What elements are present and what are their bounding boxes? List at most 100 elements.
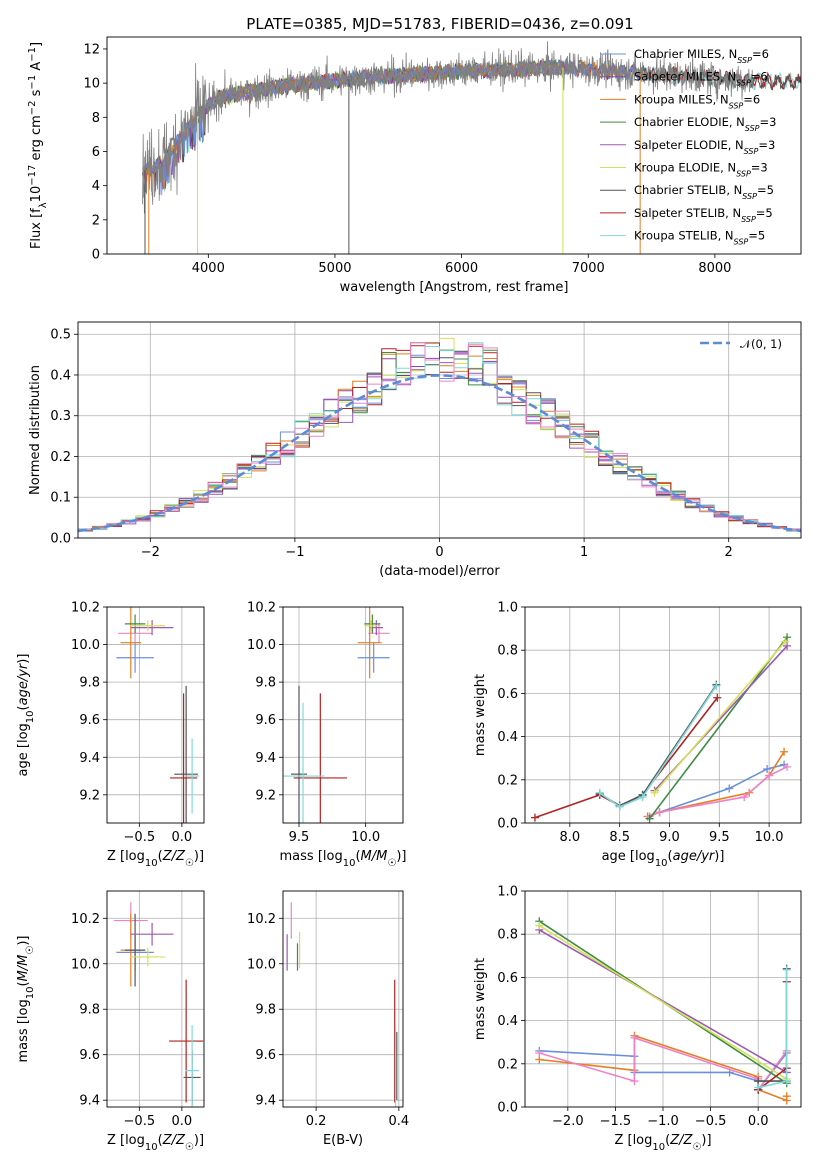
y-tick-label: 10 <box>83 77 100 92</box>
label-part: −17 <box>27 165 38 186</box>
y-tick-label: 0.4 <box>50 368 71 383</box>
label-part: ☉ <box>387 858 396 869</box>
legend-suffix: =5 <box>757 183 774 197</box>
y-tick-label: 9.4 <box>79 751 100 766</box>
observed-spectrum <box>142 41 753 214</box>
label-part: erg cm <box>29 115 44 164</box>
y-tick-label: 10.2 <box>71 601 100 616</box>
label-part: 10 <box>145 1142 158 1153</box>
legend-sub: SSP <box>729 101 744 110</box>
series-point-chabrier_elodie <box>645 814 654 823</box>
label-part: ( <box>665 1133 670 1148</box>
legend-suffix: =6 <box>743 92 760 106</box>
label-part: ( <box>158 849 163 864</box>
plot-area <box>283 607 403 823</box>
x-axis-label: (data-model)/error <box>379 564 500 579</box>
label-part: yr <box>700 849 716 864</box>
panel-mass_vs_ebv: 0.2 0.4 9.4 9.6 9.8 10.0 10.2 E(B-V) <box>247 890 409 1148</box>
label-part: M <box>16 955 31 966</box>
legend-label-normal: 𝒩(0, 1) <box>740 337 782 351</box>
label-part: mass weight <box>473 674 488 756</box>
y-tick-label: 4 <box>92 179 100 194</box>
x-tick-label: −0.5 <box>124 1114 156 1129</box>
y-tick-label: 10.0 <box>247 957 276 972</box>
series-point-salpeter_stelib <box>713 693 722 702</box>
panel-weight_vs_Z: −2.0 −1.5 −1.0 −0.5 0.0 0.0 0.2 0.4 0.6 0.8 1.0 Z [… <box>473 885 802 1153</box>
label-part: age <box>16 681 31 705</box>
x-axis-label: wavelength [Angstrom, rest frame] <box>340 280 569 295</box>
label-part: Flux [f <box>29 208 44 249</box>
legend-label: Chabrier MILES, NSSP=6 <box>634 47 769 65</box>
label-part: s <box>29 89 44 100</box>
legend-suffix: =5 <box>756 206 773 220</box>
label-part: Z <box>162 849 173 864</box>
y-tick-label: 9.8 <box>255 676 276 691</box>
y-tick-label: 10.2 <box>247 601 276 616</box>
axes-frame <box>106 36 802 255</box>
panel-age_vs_Z: −0.5 0.09.29.49.69.810.010.2Z [log10(Z/Z☉… <box>16 601 205 869</box>
label-part: ( <box>16 705 31 710</box>
label-part: −1 <box>27 75 38 90</box>
x-tick-label: 9.5 <box>709 830 730 845</box>
plot-area <box>525 891 801 1107</box>
legend-suffix: =5 <box>748 229 765 243</box>
label-part: 10 <box>652 1142 665 1153</box>
x-tick-label: 5000 <box>318 261 351 276</box>
label-part: wavelength [Angstrom, rest frame] <box>340 280 569 295</box>
label-part: mass [log <box>280 849 343 864</box>
legend-label: Salpeter MILES, NSSP=6 <box>634 70 768 88</box>
axes-frame <box>282 606 404 824</box>
x-tick-label: 1 <box>580 545 588 560</box>
series-point-kroupa_elodie <box>781 637 790 646</box>
y-tick-label: 10.0 <box>71 638 100 653</box>
label-part: )] <box>16 654 31 664</box>
label-part: ( <box>158 1133 163 1148</box>
legend-label: Kroupa STELIB, NSSP=5 <box>634 229 765 247</box>
label-part: age [log <box>16 723 31 776</box>
series-point-chabrier_elodie <box>783 633 792 642</box>
label-part: )] <box>16 936 31 946</box>
legend-sub: SSP <box>736 78 751 87</box>
y-tick-label: 0.2 <box>497 773 518 788</box>
y-tick-label: 9.2 <box>255 788 276 803</box>
label-part: ( <box>668 849 673 864</box>
label-part: / <box>678 1133 685 1148</box>
x-axis-label: E(B-V) <box>323 1133 363 1148</box>
y-tick-label: 0.4 <box>497 1014 518 1029</box>
series-line-salpeter_elodie <box>538 929 788 1074</box>
y-tick-label: 9.6 <box>255 1048 276 1063</box>
legend-sub: SSP <box>741 214 756 223</box>
legend-suffix: =6 <box>752 47 769 61</box>
y-tick-label: 9.8 <box>255 1003 276 1018</box>
label-part: )] <box>714 849 724 864</box>
series-point-pink <box>765 771 774 780</box>
x-axis-label: Z [log10(Z/Z☉)] <box>614 1133 711 1153</box>
label-part: Z [log <box>107 849 145 864</box>
label-part: (data-model)/error <box>379 564 500 579</box>
axes-frame <box>524 606 802 824</box>
label-part: )] <box>701 1133 711 1148</box>
figure-title: PLATE=0385, MJD=51783, FIBERID=0436, z=0… <box>246 15 633 33</box>
plot-area <box>283 891 403 1107</box>
series-point-kroupa_stelib <box>782 965 791 974</box>
label-part: Z [log <box>614 1133 652 1148</box>
legend-sub: SSP <box>745 124 760 133</box>
legend-text: Salpeter ELODIE, N <box>634 138 744 152</box>
legend-label: Salpeter STELIB, NSSP=5 <box>634 206 773 224</box>
series-line-salpeter_stelib <box>534 697 718 819</box>
x-tick-label: 0.0 <box>172 830 193 845</box>
legend-text: Chabrier MILES, N <box>634 47 737 61</box>
y-tick-label: 0.0 <box>50 532 71 547</box>
legend-suffix: =3 <box>760 115 777 129</box>
y-tick-label: 9.6 <box>255 713 276 728</box>
label-part: )] <box>194 849 204 864</box>
x-tick-label: 10.0 <box>351 830 380 845</box>
label-part: ] <box>29 42 44 47</box>
axes-frame <box>524 890 802 1108</box>
y-tick-label: 0.4 <box>497 730 518 745</box>
label-part: mass [log <box>16 999 31 1062</box>
label-part: Z <box>669 1133 680 1148</box>
x-tick-label: −0.5 <box>695 1114 727 1129</box>
